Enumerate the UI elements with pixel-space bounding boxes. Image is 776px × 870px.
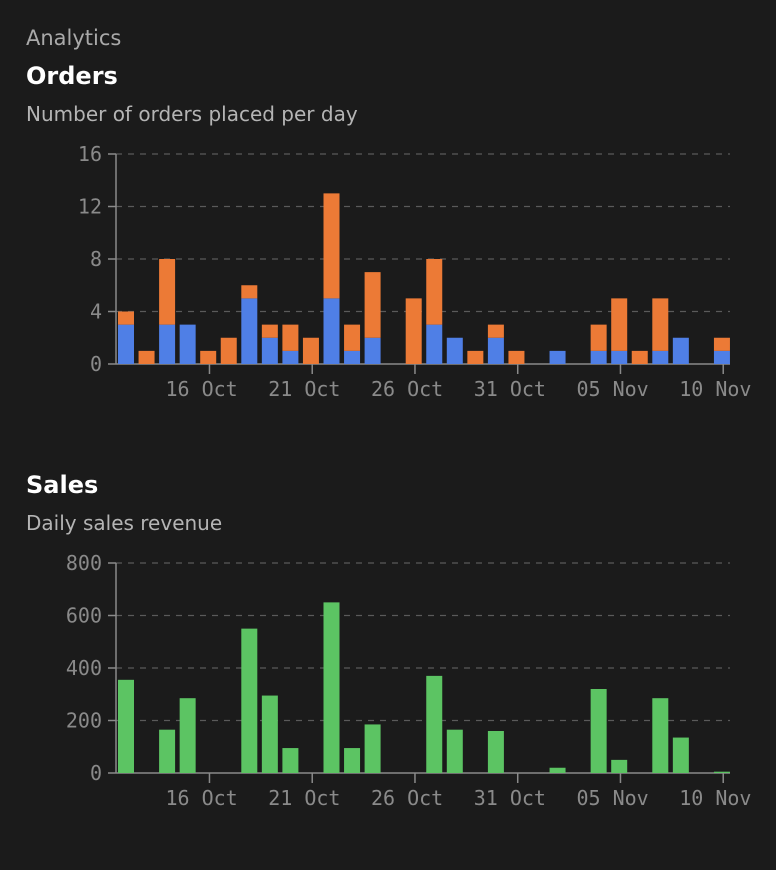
bar-revenue	[323, 602, 340, 773]
bar-blue	[672, 337, 689, 364]
bar-revenue	[159, 729, 176, 773]
bar-orange	[118, 311, 134, 325]
bar-blue	[344, 350, 361, 364]
bar-revenue	[118, 679, 134, 773]
bar-revenue	[241, 628, 258, 773]
bar-blue	[179, 324, 196, 364]
x-tick-label: 10 Nov	[679, 786, 751, 810]
y-tick-label: 8	[90, 247, 102, 271]
bar-blue	[590, 350, 607, 364]
bar-revenue	[426, 675, 443, 773]
orders-chart: 0 4 8 12 16 16 Oct 21 Oct 26 Oct 31 Oct 05 Nov 10 Nov	[78, 142, 752, 401]
bar-revenue	[282, 748, 299, 773]
bar-blue	[118, 324, 134, 364]
bar-orange	[302, 337, 319, 364]
bar-orange	[261, 324, 278, 338]
x-tick-label: 26 Oct	[371, 377, 443, 401]
bar-blue	[426, 324, 443, 364]
bar-blue	[364, 337, 381, 364]
bar-orange	[652, 298, 669, 351]
y-tick-label: 4	[90, 300, 102, 324]
bar-orange	[200, 350, 217, 364]
bar-blue	[487, 337, 504, 364]
bar-orange	[241, 285, 258, 299]
y-tick-label: 800	[66, 551, 102, 575]
bar-revenue	[487, 731, 504, 773]
bar-orange	[631, 350, 648, 364]
bar-blue	[652, 350, 669, 364]
bar-revenue	[344, 748, 361, 773]
y-tick-label: 12	[78, 195, 102, 219]
bar-blue	[323, 298, 340, 364]
y-tick-label: 16	[78, 142, 102, 166]
bar-blue	[446, 337, 463, 364]
bar-orange	[405, 298, 422, 364]
bar-orange	[467, 350, 484, 364]
x-tick-label: 21 Oct	[268, 786, 340, 810]
bar-revenue	[261, 695, 278, 773]
bar-orange	[220, 337, 237, 364]
bar-orange	[282, 324, 299, 351]
x-tick-label: 21 Oct	[268, 377, 340, 401]
bar-blue	[241, 298, 258, 364]
bar-blue	[713, 350, 730, 364]
bar-orange	[159, 259, 176, 325]
y-tick-label: 0	[90, 352, 102, 376]
bar-orange	[138, 350, 155, 364]
bar-orange	[590, 324, 607, 351]
y-tick-label: 0	[90, 761, 102, 785]
bar-revenue	[364, 724, 381, 773]
sales-chart-subtitle: Daily sales revenue	[26, 511, 223, 535]
bar-blue	[611, 350, 628, 364]
bar-orange	[344, 324, 361, 351]
bar-blue	[549, 350, 566, 364]
x-tick-label: 10 Nov	[679, 377, 751, 401]
bar-orange	[323, 193, 340, 299]
y-tick-label: 400	[66, 656, 102, 680]
bar-blue	[159, 324, 176, 364]
bar-revenue	[446, 729, 463, 773]
x-tick-label: 31 Oct	[474, 377, 546, 401]
sales-chart: 0 200 400 600 800 16 Oct 21 Oct 26 Oct 31 Oct 05 Nov 10…	[66, 551, 752, 810]
bar-revenue	[672, 737, 689, 773]
breadcrumb: Analytics	[26, 26, 122, 50]
bar-revenue	[549, 767, 566, 773]
bar-revenue	[713, 771, 730, 773]
x-tick-label: 05 Nov	[576, 377, 648, 401]
bar-blue	[261, 337, 278, 364]
x-tick-label: 05 Nov	[576, 786, 648, 810]
bar-orange	[508, 350, 525, 364]
bar-orange	[364, 272, 381, 338]
bar-revenue	[611, 759, 628, 773]
bar-orange	[713, 337, 730, 351]
bar-orange	[487, 324, 504, 338]
sales-chart-title: Sales	[26, 471, 99, 499]
x-tick-label: 31 Oct	[474, 786, 546, 810]
x-tick-label: 16 Oct	[165, 786, 237, 810]
bar-revenue	[652, 698, 669, 773]
orders-chart-title: Orders	[26, 62, 118, 90]
y-tick-label: 600	[66, 604, 102, 628]
y-tick-label: 200	[66, 709, 102, 733]
x-tick-label: 26 Oct	[371, 786, 443, 810]
bar-orange	[611, 298, 628, 351]
bar-blue	[282, 350, 299, 364]
bar-revenue	[179, 698, 196, 773]
x-tick-label: 16 Oct	[165, 377, 237, 401]
bar-revenue	[590, 689, 607, 773]
orders-chart-subtitle: Number of orders placed per day	[26, 102, 358, 126]
bar-orange	[426, 259, 443, 325]
